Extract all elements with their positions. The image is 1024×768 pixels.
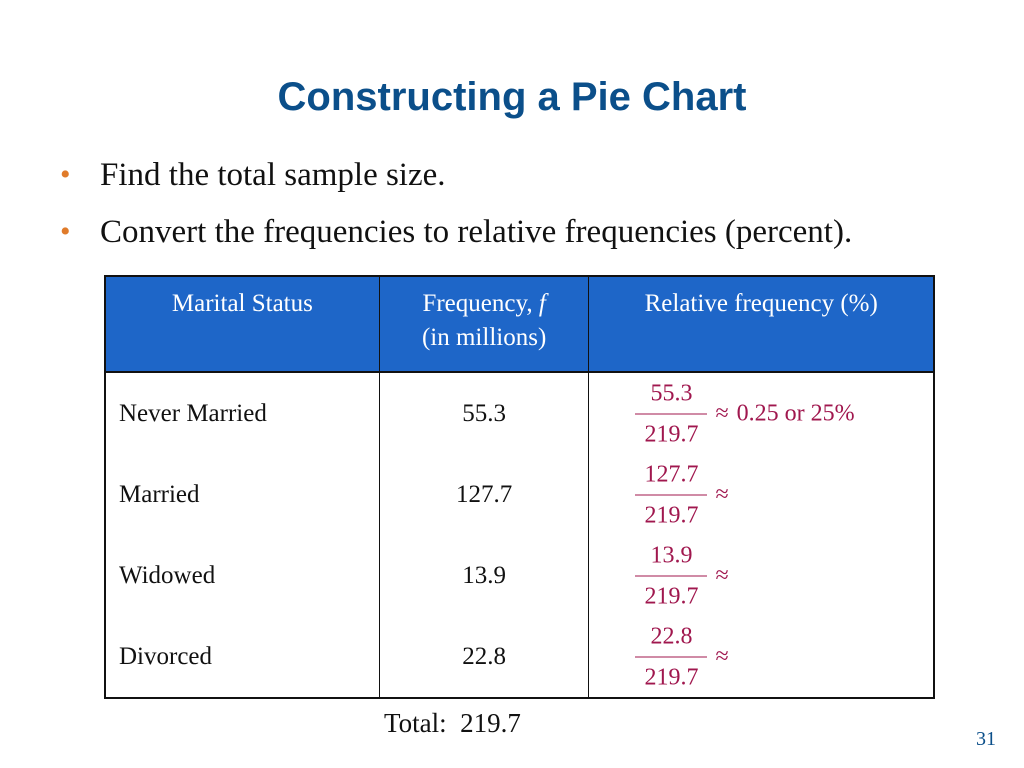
status-cell: Widowed — [105, 535, 380, 616]
table-row: Never Married 55.3 55.3 219.7 ≈ 0.25 or … — [105, 372, 934, 454]
fraction-result: 0.25 or 25% — [736, 400, 855, 426]
header-relative-frequency: Relative frequency (%) — [588, 276, 934, 373]
bullet-item: • Convert the frequencies to relative fr… — [60, 212, 1020, 252]
status-cell: Married — [105, 454, 380, 535]
bullet-icon: • — [60, 215, 71, 248]
approx-symbol: ≈ — [715, 400, 729, 426]
fraction-denominator: 219.7 — [644, 502, 699, 528]
bullet-item: • Find the total sample size. — [60, 155, 1020, 195]
table-row: Widowed 13.9 13.9 219.7 ≈ — [105, 535, 934, 616]
fraction: 127.7 219.7 — [635, 459, 708, 530]
frequency-cell: 55.3 — [379, 372, 590, 454]
fraction-numerator: 127.7 — [644, 461, 699, 487]
header-frequency-label: Frequency, — [422, 290, 539, 317]
fraction-bar — [635, 413, 708, 414]
fraction-denominator: 219.7 — [644, 583, 699, 609]
fraction-bar — [635, 575, 708, 576]
total-label: Total: 219.7 — [384, 708, 521, 738]
header-frequency: Frequency, f (in millions) — [379, 276, 590, 373]
header-marital-status: Marital Status — [105, 276, 380, 373]
fraction-numerator: 55.3 — [650, 380, 693, 406]
frequency-cell: 22.8 — [379, 616, 590, 698]
fraction-numerator: 22.8 — [650, 623, 693, 649]
approx-symbol: ≈ — [715, 481, 729, 507]
fraction: 13.9 219.7 — [635, 540, 708, 611]
frequency-table: Marital Status Frequency, f (in millions… — [104, 275, 935, 699]
fraction: 55.3 219.7 — [635, 378, 708, 449]
bullet-icon: • — [60, 158, 71, 191]
bullet-text: Find the total sample size. — [100, 157, 446, 193]
header-frequency-unit: (in millions) — [421, 324, 547, 351]
bullet-list: • Find the total sample size. • Convert … — [60, 155, 1020, 269]
relative-frequency-cell: 22.8 219.7 ≈ — [589, 616, 934, 698]
table-row: Divorced 22.8 22.8 219.7 ≈ — [105, 616, 934, 698]
bullet-text: Convert the frequencies to relative freq… — [100, 214, 853, 250]
approx-symbol: ≈ — [715, 562, 729, 588]
relative-frequency-cell: 13.9 219.7 ≈ — [589, 535, 934, 616]
fraction-denominator: 219.7 — [644, 421, 699, 447]
fraction-denominator: 219.7 — [644, 664, 699, 690]
status-cell: Divorced — [105, 616, 380, 698]
header-frequency-variable: f — [538, 290, 546, 317]
table-row: Married 127.7 127.7 219.7 ≈ — [105, 454, 934, 535]
fraction-numerator: 13.9 — [650, 542, 693, 568]
frequency-cell: 13.9 — [379, 535, 590, 616]
relative-frequency-cell: 127.7 219.7 ≈ — [589, 454, 934, 535]
frequency-cell: 127.7 — [379, 454, 590, 535]
slide-title: Constructing a Pie Chart — [277, 75, 747, 119]
approx-symbol: ≈ — [715, 643, 729, 669]
fraction-bar — [635, 656, 708, 657]
fraction-bar — [635, 494, 708, 495]
status-cell: Never Married — [105, 372, 380, 454]
relative-frequency-cell: 55.3 219.7 ≈ 0.25 or 25% — [589, 372, 934, 454]
table-header-row: Marital Status Frequency, f (in millions… — [105, 276, 934, 373]
fraction: 22.8 219.7 — [635, 621, 708, 692]
page-number: 31 — [976, 728, 996, 750]
